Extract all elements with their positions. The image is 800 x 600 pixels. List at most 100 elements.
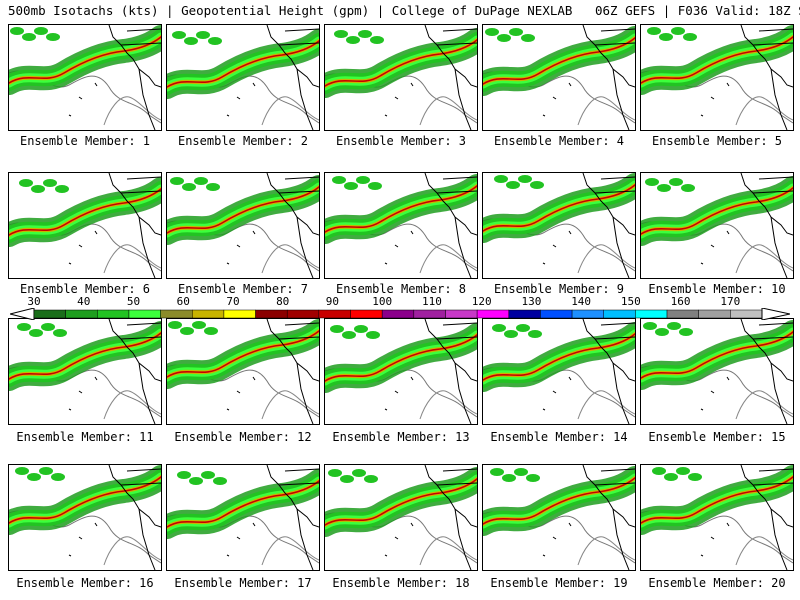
island-outline <box>226 230 256 265</box>
isotach-band <box>641 476 793 524</box>
ensemble-member-label: Ensemble Member: 10 <box>648 282 786 296</box>
coastline <box>424 25 477 130</box>
legend-swatch <box>603 309 636 319</box>
legend-swatch <box>255 309 288 319</box>
legend-swatch <box>445 309 478 319</box>
height-contour <box>261 96 319 126</box>
coastline <box>582 319 635 424</box>
ensemble-map-panel <box>640 172 794 279</box>
ensemble-member-label: Ensemble Member: 14 <box>490 430 628 444</box>
legend-tick-label: 80 <box>276 295 290 308</box>
legend-tick-label: 170 <box>720 295 741 308</box>
island-outline <box>542 376 572 411</box>
isotach-blob <box>15 467 29 475</box>
isotach-blob <box>342 331 356 339</box>
ensemble-map-panel <box>8 464 162 571</box>
ensemble-map-panel <box>640 318 794 425</box>
coastline <box>582 25 635 130</box>
isotach-blob <box>180 327 194 335</box>
isotach-blob <box>192 321 206 329</box>
coastline <box>582 173 635 278</box>
legend-swatch <box>65 309 98 319</box>
height-contour <box>261 390 319 420</box>
isotach-blob <box>526 474 540 482</box>
coastline <box>582 465 635 570</box>
height-contour <box>419 390 477 420</box>
isotach-blob <box>671 27 685 35</box>
island-outline <box>700 376 730 411</box>
isotach-blob <box>518 175 532 183</box>
ensemble-map-panel <box>8 318 162 425</box>
island-outline <box>542 522 572 557</box>
island-outline <box>384 376 414 411</box>
isotach-blob <box>504 330 518 338</box>
coastline <box>424 319 477 424</box>
isotach-band <box>483 333 635 381</box>
ensemble-member-label: Ensemble Member: 6 <box>19 282 151 296</box>
island-outline <box>700 522 730 557</box>
isotach-blob <box>196 31 210 39</box>
legend-swatch <box>128 309 161 319</box>
isotach-blob <box>194 177 208 185</box>
isotach-blob <box>647 27 661 35</box>
legend-tick-label: 100 <box>372 295 393 308</box>
island-outline <box>384 82 414 117</box>
coastline <box>266 465 319 570</box>
height-contour <box>261 536 319 566</box>
isotach-blob <box>170 177 184 185</box>
isotach-blob <box>168 321 182 329</box>
island-outline <box>68 376 98 411</box>
isotach-blob <box>182 183 196 191</box>
legend-swatch <box>540 309 573 319</box>
ensemble-map-panel <box>324 172 478 279</box>
legend-swatch <box>476 309 510 319</box>
island-outline <box>226 522 256 557</box>
isotach-blob <box>354 325 368 333</box>
coastline <box>740 25 793 130</box>
ensemble-map-panel <box>482 318 636 425</box>
legend-tick-label: 90 <box>325 295 340 308</box>
isotach-blob <box>213 477 227 485</box>
isotach-blob <box>645 178 659 186</box>
legend-colorbar <box>10 308 790 320</box>
coastline <box>266 173 319 278</box>
isotach-blob <box>494 175 508 183</box>
legend-swatch <box>33 309 66 319</box>
legend-swatch <box>192 309 225 319</box>
height-contour <box>577 96 635 126</box>
isotach-blob <box>521 34 535 42</box>
isotach-blob <box>43 179 57 187</box>
isotach-blob <box>184 37 198 45</box>
isotach-blob <box>346 36 360 44</box>
legend-swatch <box>350 309 383 319</box>
legend-tick-label: 120 <box>471 295 492 308</box>
ensemble-map-panel <box>8 172 162 279</box>
ensemble-member-label: Ensemble Member: 1 <box>19 134 151 148</box>
ensemble-map-panel <box>640 464 794 571</box>
coastline <box>740 465 793 570</box>
isotach-blob <box>490 468 504 476</box>
isotach-blob <box>34 27 48 35</box>
island-outline <box>226 82 256 117</box>
ensemble-member-label: Ensemble Member: 15 <box>648 430 786 444</box>
isotach-blob <box>46 33 60 41</box>
height-contour <box>735 390 793 420</box>
isotach-blob <box>370 36 384 44</box>
legend-swatch <box>666 309 699 319</box>
ensemble-map-panel <box>166 172 320 279</box>
isotach-blob <box>368 182 382 190</box>
legend-swatch <box>381 309 415 319</box>
coastline <box>740 319 793 424</box>
ensemble-member-label: Ensemble Member: 7 <box>177 282 309 296</box>
isotach-blob <box>344 182 358 190</box>
isotach-blob <box>53 329 67 337</box>
ensemble-member-label: Ensemble Member: 12 <box>174 430 312 444</box>
ensemble-map-panel <box>482 24 636 131</box>
isotach-blob <box>29 329 43 337</box>
isotach-band <box>483 37 635 85</box>
isotach-band <box>325 185 477 233</box>
isotach-blob <box>664 473 678 481</box>
isotach-blob <box>27 473 41 481</box>
isotach-blob <box>509 28 523 36</box>
legend-tick-label: 60 <box>176 295 190 308</box>
